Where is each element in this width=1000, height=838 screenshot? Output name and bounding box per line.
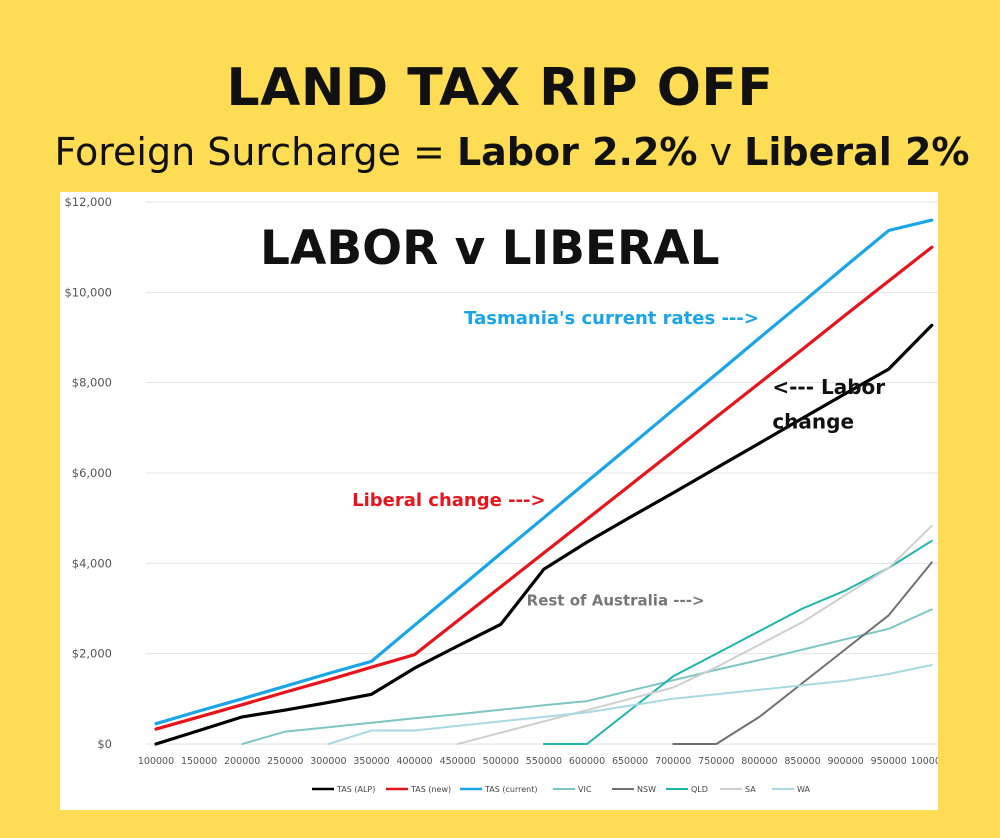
chart-title: LABOR v LIBERAL	[260, 221, 720, 276]
legend-label: VIC	[578, 785, 592, 794]
legend-label: WA	[797, 785, 810, 794]
x-tick-label: 700000	[655, 756, 691, 767]
x-axis-ticks: 100000 150000 200000 250000 300000 350000 4000…	[138, 756, 938, 767]
x-tick-label: 800000	[741, 756, 777, 767]
series-line-nsw	[672, 561, 933, 745]
x-tick-label: 450000	[440, 756, 476, 767]
x-tick-label: 250000	[267, 756, 303, 767]
subheadline-labor-rate: Labor 2.2%	[456, 130, 698, 174]
subheadline-prefix: Foreign Surcharge =	[54, 130, 457, 174]
y-tick-label: $12,000	[64, 195, 112, 209]
chart-annotation: change	[772, 410, 854, 434]
x-tick-label: 600000	[569, 756, 605, 767]
land-tax-chart: $0 $2,000 $4,000 $6,000 $8,000 $10,000 $12,000…	[64, 195, 938, 794]
chart-annotations: Tasmania's current rates ---> <--- Labor c…	[352, 308, 885, 609]
legend-label: QLD	[691, 785, 708, 794]
chart-card: $0 $2,000 $4,000 $6,000 $8,000 $10,000 $12,000…	[60, 192, 938, 810]
x-tick-label: 550000	[526, 756, 562, 767]
subheadline-versus: v	[697, 130, 745, 174]
series-line-qld	[542, 539, 933, 745]
chart-series	[154, 218, 934, 746]
y-tick-label: $6,000	[72, 466, 112, 480]
chart-annotation: Rest of Australia --->	[527, 591, 705, 609]
x-tick-label: 1000000	[911, 756, 938, 767]
page-subheadline: Foreign Surcharge = Labor 2.2% v Liberal…	[0, 130, 1000, 174]
subheadline-liberal-rate: Liberal 2%	[744, 130, 970, 174]
page-headline: LAND TAX RIP OFF	[226, 58, 774, 118]
y-tick-label: $10,000	[64, 285, 112, 299]
chart-annotation: Liberal change --->	[352, 490, 545, 511]
legend-label: SA	[745, 785, 756, 794]
series-line-tas-alp	[154, 323, 934, 746]
x-tick-label: 400000	[396, 756, 432, 767]
x-tick-label: 900000	[827, 756, 863, 767]
chart-annotation: Tasmania's current rates --->	[464, 308, 759, 329]
chart-grid	[146, 201, 938, 745]
series-line-tas-current	[154, 218, 934, 726]
x-tick-label: 950000	[871, 756, 907, 767]
y-tick-label: $4,000	[72, 556, 112, 570]
series-line-tas-new	[154, 245, 934, 731]
y-tick-label: $0	[97, 737, 112, 751]
x-tick-label: 850000	[784, 756, 820, 767]
y-axis-ticks: $0 $2,000 $4,000 $6,000 $8,000 $10,000 $12,000	[64, 195, 112, 751]
legend-label: TAS (new)	[410, 785, 451, 794]
legend-label: NSW	[637, 785, 656, 794]
series-line-wa	[327, 664, 933, 745]
x-tick-label: 100000	[138, 756, 174, 767]
x-tick-label: 300000	[310, 756, 346, 767]
chart-legend: TAS (ALP) TAS (new) TAS (current) VIC NSW QLD…	[312, 785, 810, 794]
x-tick-label: 350000	[353, 756, 389, 767]
y-tick-label: $2,000	[72, 647, 112, 661]
legend-label: TAS (current)	[484, 785, 537, 794]
x-tick-label: 200000	[224, 756, 260, 767]
series-line-vic	[241, 608, 933, 745]
y-tick-label: $8,000	[72, 376, 112, 390]
chart-annotation: <--- Labor	[772, 375, 885, 399]
legend-label: TAS (ALP)	[336, 785, 375, 794]
x-tick-label: 150000	[181, 756, 217, 767]
x-tick-label: 750000	[698, 756, 734, 767]
series-line-sa	[456, 524, 933, 745]
x-tick-label: 650000	[612, 756, 648, 767]
x-tick-label: 500000	[483, 756, 519, 767]
